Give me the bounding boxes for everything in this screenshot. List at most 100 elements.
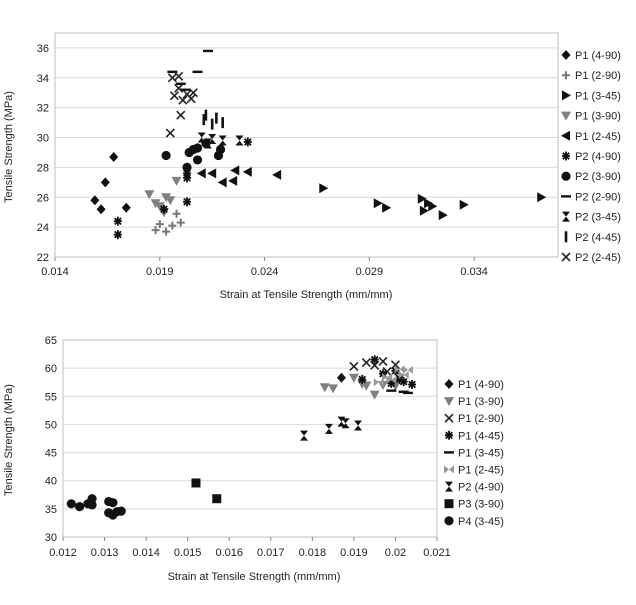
data-point bbox=[191, 478, 201, 488]
x-tick-label: 0.018 bbox=[299, 547, 327, 559]
legend-marker bbox=[561, 130, 570, 141]
data-point bbox=[361, 381, 372, 391]
legend-label: P2 (4-45) bbox=[575, 232, 621, 244]
data-point bbox=[172, 209, 181, 218]
legend-marker bbox=[561, 171, 571, 181]
legend-item: P1 (2-90) bbox=[562, 70, 621, 82]
data-point bbox=[171, 176, 182, 186]
data-point bbox=[215, 144, 226, 155]
series-p2-4-45 bbox=[202, 109, 224, 130]
data-point bbox=[204, 109, 208, 121]
data-point bbox=[300, 430, 309, 441]
data-point bbox=[75, 502, 85, 512]
series-p1-4-45 bbox=[358, 355, 417, 389]
y-tick-label: 34 bbox=[37, 73, 49, 85]
data-point bbox=[174, 71, 184, 81]
chart-2: 30 35 40 45 50 55 60 65 0.012 0.013 0.014 0.015 0.01… bbox=[3, 335, 504, 583]
data-point bbox=[537, 192, 547, 203]
legend-label: P2 (3-90) bbox=[575, 171, 621, 183]
data-point bbox=[202, 49, 213, 53]
legend-marker bbox=[562, 90, 571, 101]
data-point bbox=[96, 204, 106, 215]
data-point bbox=[165, 128, 175, 138]
legend-label: P2 (4-90) bbox=[575, 151, 621, 163]
legend-item: P1 (3-45) bbox=[444, 447, 504, 459]
legend-marker bbox=[444, 397, 454, 407]
legend-marker bbox=[561, 50, 571, 60]
data-point bbox=[100, 177, 110, 188]
legend-marker bbox=[445, 481, 453, 492]
data-point bbox=[109, 151, 119, 162]
data-point bbox=[215, 112, 218, 124]
y-tick-label: 60 bbox=[45, 363, 57, 375]
data-point bbox=[154, 202, 165, 212]
legend-label: P2 (3-45) bbox=[575, 212, 621, 224]
legend-marker bbox=[561, 252, 571, 262]
x-tick-label: 0.02 bbox=[385, 547, 406, 559]
data-point bbox=[328, 384, 339, 394]
data-point bbox=[210, 118, 214, 130]
series-p1-3-45 bbox=[319, 183, 547, 221]
series-p2-3-45 bbox=[197, 132, 244, 149]
data-point bbox=[336, 372, 346, 383]
data-point bbox=[459, 199, 469, 210]
y-tick-label: 65 bbox=[45, 335, 57, 347]
plot-area bbox=[62, 339, 438, 538]
data-point bbox=[144, 190, 155, 200]
plot-area bbox=[54, 32, 559, 258]
legend-marker bbox=[444, 379, 454, 389]
data-point bbox=[192, 155, 203, 165]
legend-label: P4 (3-45) bbox=[458, 516, 504, 528]
chart-1: 22 24 26 28 30 32 34 36 0.014 0.019 0.024 0.029 0.03… bbox=[3, 32, 621, 301]
data-point bbox=[66, 499, 76, 509]
data-point bbox=[207, 168, 217, 179]
series-p1-2-90 bbox=[151, 205, 185, 236]
legend-marker bbox=[444, 413, 454, 423]
data-point bbox=[230, 165, 240, 176]
data-point bbox=[169, 91, 180, 101]
data-point bbox=[116, 506, 126, 516]
legend-marker bbox=[444, 451, 454, 454]
y-axis-label: Tensile Strength (MPa) bbox=[3, 91, 15, 203]
data-point bbox=[182, 162, 192, 172]
data-point bbox=[212, 494, 222, 504]
legend-item: P1 (4-45) bbox=[445, 430, 504, 442]
data-point bbox=[398, 370, 409, 379]
data-point bbox=[319, 383, 330, 393]
x-axis-label: Strain at Tensile Strength (mm/mm) bbox=[168, 571, 341, 583]
data-point bbox=[438, 210, 448, 221]
legend-label: P1 (2-90) bbox=[575, 70, 621, 82]
y-tick-label: 26 bbox=[37, 192, 49, 204]
legend-label: P3 (3-90) bbox=[458, 499, 504, 511]
data-point bbox=[108, 498, 118, 508]
data-point bbox=[188, 88, 198, 98]
data-point bbox=[208, 134, 217, 145]
series-p3-3-90 bbox=[191, 478, 222, 504]
y-tick-label: 50 bbox=[45, 419, 57, 431]
data-point bbox=[162, 227, 171, 236]
data-point bbox=[174, 83, 184, 93]
legend-item: P2 (3-90) bbox=[561, 171, 621, 183]
legend-item: P2 (2-90) bbox=[561, 191, 621, 203]
legend-item: P1 (4-90) bbox=[561, 50, 621, 62]
data-point bbox=[192, 143, 203, 153]
x-tick-label: 0.015 bbox=[174, 547, 202, 559]
y-tick-label: 30 bbox=[45, 532, 57, 544]
data-point bbox=[387, 378, 396, 388]
y-tick-label: 55 bbox=[45, 391, 57, 403]
x-tick-label: 0.016 bbox=[215, 547, 243, 559]
legend-label: P1 (4-90) bbox=[575, 50, 621, 62]
data-point bbox=[167, 70, 178, 74]
data-point bbox=[394, 365, 405, 374]
data-point bbox=[183, 197, 192, 207]
legend-marker bbox=[564, 231, 568, 243]
x-tick-label: 0.019 bbox=[146, 266, 174, 278]
data-point bbox=[272, 169, 282, 180]
data-point bbox=[341, 418, 350, 429]
data-point bbox=[151, 226, 160, 235]
legend-item: P2 (2-45) bbox=[561, 252, 621, 264]
y-tick-label: 28 bbox=[37, 162, 49, 174]
legend-label: P1 (3-45) bbox=[458, 447, 504, 459]
y-tick-label: 22 bbox=[37, 252, 49, 264]
data-point bbox=[402, 391, 413, 395]
